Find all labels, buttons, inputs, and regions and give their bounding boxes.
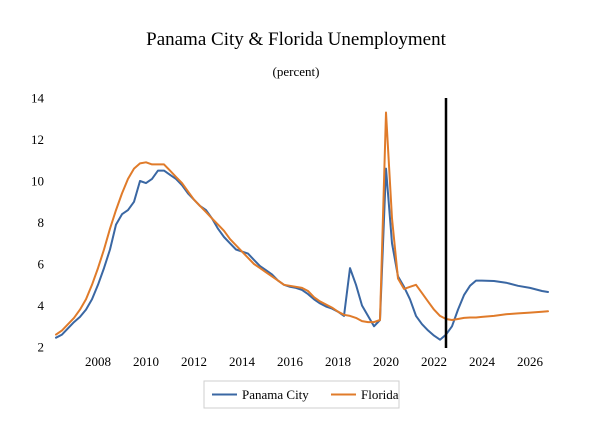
y-tick-label: 6 (38, 257, 45, 272)
x-tick-label: 2024 (469, 354, 496, 369)
x-tick-label: 2026 (517, 354, 544, 369)
x-tick-label: 2012 (181, 354, 207, 369)
y-tick-label: 14 (31, 91, 45, 106)
x-tick-label: 2020 (373, 354, 399, 369)
x-tick-label: 2008 (85, 354, 111, 369)
chart-title: Panama City & Florida Unemployment (146, 29, 446, 50)
series-layer (55, 111, 549, 341)
y-tick-label: 10 (31, 174, 44, 189)
x-tick-label: 2016 (277, 354, 304, 369)
legend-box (203, 380, 400, 409)
legend-label-panama-city: Panama City (242, 387, 309, 402)
x-tick-label: 2018 (325, 354, 351, 369)
series-line-florida (55, 111, 549, 336)
x-tick-label: 2010 (133, 354, 159, 369)
legend: Panama City Florida (203, 380, 400, 409)
series-line-panama-city (55, 167, 549, 341)
chart-axes: 2 4 6 8 10 12 14 2008 2010 2012 2014 2016 2018 2020 20… (31, 91, 544, 370)
y-tick-label: 12 (31, 132, 44, 147)
legend-label-florida: Florida (361, 387, 399, 402)
x-tick-label: 2014 (229, 354, 256, 369)
y-tick-label: 2 (38, 340, 45, 355)
x-tick-label: 2022 (421, 354, 447, 369)
y-tick-label: 8 (38, 215, 45, 230)
y-tick-label: 4 (38, 298, 45, 313)
chart-subtitle: (percent) (273, 64, 320, 79)
